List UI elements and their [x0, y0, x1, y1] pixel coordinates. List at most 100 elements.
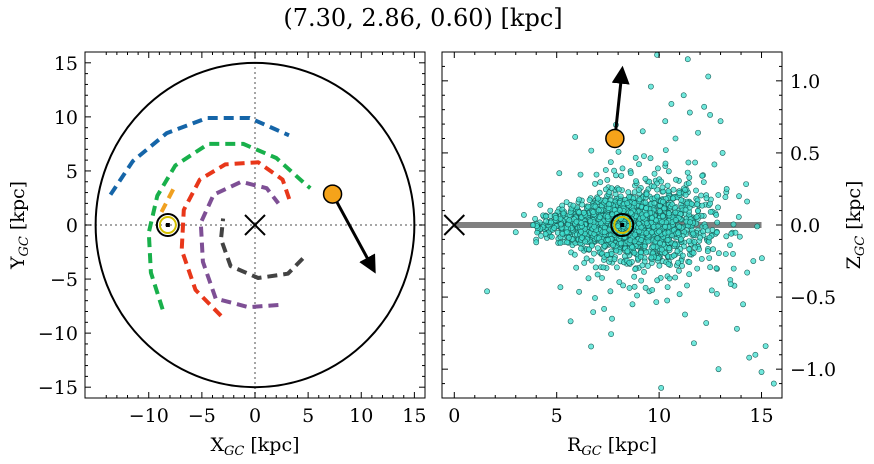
- star-point: [532, 215, 538, 222]
- star-point: [701, 103, 708, 110]
- star-point: [665, 229, 672, 236]
- star-point: [693, 214, 700, 220]
- star-point: [585, 275, 592, 282]
- star-point: [651, 170, 658, 177]
- star-point: [557, 239, 564, 246]
- star-point: [660, 213, 666, 220]
- sun-marker: [610, 213, 635, 237]
- star-point: [651, 200, 658, 207]
- star-point: [543, 218, 549, 225]
- star-point: [557, 284, 564, 291]
- star-point: [664, 237, 671, 243]
- sun-outer-ring: [155, 213, 180, 237]
- star-point: [607, 159, 614, 165]
- object-marker: [605, 128, 625, 149]
- star-point: [654, 193, 661, 200]
- star-point: [770, 380, 777, 387]
- star-point: [698, 255, 705, 262]
- star-point: [699, 172, 706, 179]
- star-point: [694, 201, 700, 208]
- star-point: [682, 206, 689, 213]
- star-point: [686, 238, 692, 244]
- star-point: [686, 271, 693, 278]
- star-point: [713, 211, 720, 218]
- right-ytick-label: 0.0: [790, 215, 820, 237]
- star-point: [604, 213, 611, 220]
- star-point: [585, 203, 592, 210]
- sun-dot: [165, 223, 170, 227]
- sun-inner-ring: [613, 216, 632, 234]
- star-point: [649, 287, 656, 293]
- star-point: [551, 225, 558, 231]
- star-point: [590, 309, 597, 315]
- star-point: [676, 291, 683, 298]
- star-point: [619, 165, 626, 172]
- left-ytick-label: −5: [50, 269, 78, 291]
- star-point: [582, 238, 589, 245]
- star-point: [706, 255, 713, 261]
- star-point: [608, 331, 614, 337]
- star-point: [579, 201, 585, 208]
- star-point: [556, 170, 563, 177]
- star-point: [750, 258, 757, 264]
- star-point: [595, 207, 602, 214]
- star-point: [631, 231, 638, 238]
- star-point: [743, 181, 749, 187]
- star-point: [626, 259, 633, 266]
- star-point: [676, 189, 683, 196]
- object-marker: [322, 184, 343, 204]
- star-point: [673, 176, 679, 183]
- star-point: [564, 229, 570, 235]
- star-point: [736, 193, 742, 200]
- star-point: [594, 245, 601, 251]
- star-point: [597, 214, 603, 220]
- star-point: [596, 189, 603, 196]
- star-point: [636, 196, 643, 203]
- star-point: [626, 285, 633, 291]
- star-point: [700, 179, 707, 185]
- star-point: [664, 297, 671, 304]
- star-point: [676, 267, 682, 274]
- star-point: [695, 129, 701, 136]
- star-point: [576, 196, 582, 203]
- star-point: [656, 208, 663, 215]
- star-point: [601, 305, 607, 312]
- star-point: [666, 210, 672, 217]
- star-point: [588, 257, 595, 264]
- star-point: [638, 277, 645, 284]
- star-point: [686, 246, 693, 253]
- star-point: [700, 228, 706, 235]
- star-point: [643, 191, 650, 197]
- star-point: [631, 238, 638, 245]
- star-point: [675, 230, 682, 236]
- left-panel: −10 −5 0 5 10 15 −15 −10 −5 0 5 10 15 XGC [kpc] YGC …: [7, 51, 426, 459]
- spiral-arm-4: [198, 179, 280, 310]
- star-point: [717, 118, 724, 125]
- star-point: [578, 228, 584, 235]
- star-point: [604, 251, 610, 258]
- star-point: [616, 207, 623, 214]
- star-point: [641, 268, 647, 275]
- star-point: [715, 366, 722, 373]
- right-ylabel: ZGC [kpc]: [843, 181, 868, 270]
- right-ytick-label: −1.0: [790, 359, 836, 381]
- star-point: [713, 265, 720, 272]
- star-point: [735, 213, 742, 220]
- star-point: [560, 210, 567, 217]
- star-point: [678, 197, 685, 203]
- star-point: [576, 209, 582, 216]
- star-point: [638, 224, 645, 231]
- star-point: [643, 230, 650, 236]
- star-point: [706, 234, 713, 241]
- star-point: [686, 259, 693, 265]
- star-point: [609, 211, 616, 218]
- left-xtick-label: 5: [302, 405, 314, 427]
- star-point: [661, 205, 668, 212]
- star-point: [664, 284, 671, 290]
- star-point: [686, 174, 693, 181]
- star-point: [695, 207, 701, 214]
- star-point: [533, 239, 540, 246]
- star-point: [697, 234, 703, 241]
- star-point: [666, 275, 673, 282]
- star-point: [594, 271, 601, 278]
